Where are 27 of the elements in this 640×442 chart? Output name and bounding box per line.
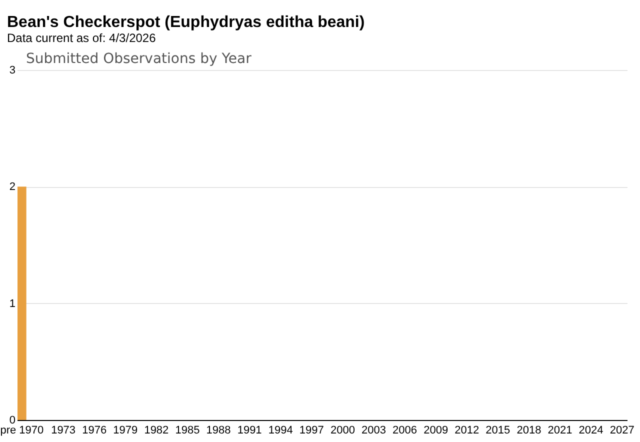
y-tick-label: 1 [9, 298, 16, 310]
x-tick-label: 2024 [578, 424, 604, 436]
x-tick-label: 1988 [206, 424, 231, 436]
chart-title: Bean's Checkerspot (Euphydryas editha beani) [7, 14, 365, 31]
y-tick-label: 2 [9, 181, 16, 194]
x-tick-label: 2012 [454, 424, 480, 436]
x-tick-label: 1982 [144, 424, 169, 436]
text: Submitted Observations by Year [26, 51, 252, 67]
x-tick-label: 1979 [113, 424, 138, 436]
y-tick-label: 3 [9, 64, 16, 76]
x-tick-label: 1973 [51, 424, 76, 436]
x-tick-label: 2027 [610, 424, 634, 436]
x-tick-label: 1985 [175, 424, 200, 436]
x-tick-label: 2003 [361, 424, 386, 436]
x-tick-label: 2006 [392, 424, 418, 436]
x-tick-label: 1997 [299, 424, 324, 436]
y-tick-label: 0 [9, 414, 16, 426]
chart-subtitle: Data current as of: 4/3/2026 [7, 31, 156, 45]
x-tick-label: 2021 [548, 424, 572, 436]
x-tick-label: 2000 [330, 424, 355, 436]
x-tick-label: 1994 [268, 424, 293, 436]
x-tick-label: 2018 [516, 424, 542, 436]
x-tick-label: 2015 [486, 424, 510, 436]
x-tick-label: pre 1970 [0, 424, 44, 436]
x-tick-label: 1976 [82, 424, 107, 436]
x-tick-label: 1991 [237, 424, 262, 436]
x-tick-label: 2009 [424, 424, 448, 436]
